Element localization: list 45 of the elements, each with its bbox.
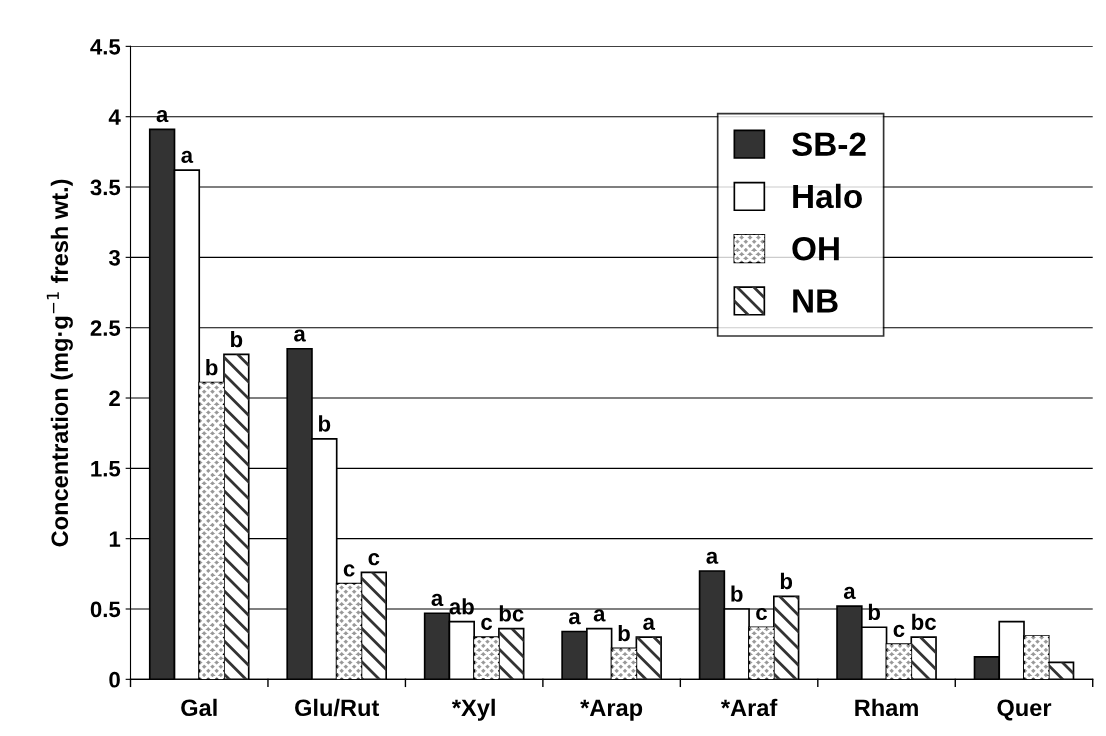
data-label: c: [368, 553, 380, 566]
x-tick-label: *Xyl: [451, 698, 495, 721]
y-tick-label: 1: [109, 531, 121, 547]
data-label: bc: [499, 605, 524, 622]
x-tick-label: Rham: [855, 698, 918, 717]
data-label: b: [731, 585, 743, 602]
y-tick-label: 2: [109, 390, 120, 407]
data-label: b: [780, 572, 793, 590]
data-label: b: [319, 415, 331, 432]
data-label: c: [893, 624, 905, 637]
y-tick-label: 3: [108, 249, 120, 266]
y-tick-label: 1.5: [91, 461, 121, 477]
y-axis-title: Concentration (mg·g$^{−1}$ fresh wt.): [46, 179, 73, 547]
legend-label: NB: [793, 289, 838, 313]
data-label: ab: [449, 598, 474, 615]
legend-label: SB-2: [791, 132, 866, 156]
x-tick-label: Quer: [997, 699, 1052, 721]
data-label: a: [843, 586, 856, 600]
data-label: a: [431, 593, 444, 607]
y-tick-label: 0: [109, 671, 120, 688]
data-label: a: [181, 150, 194, 163]
y-tick-label: 3.5: [90, 179, 121, 196]
data-label: b: [231, 330, 243, 348]
data-label: bc: [912, 613, 936, 630]
data-label: b: [618, 624, 630, 642]
data-label: b: [868, 603, 881, 621]
x-tick-label: *Arap: [580, 699, 643, 721]
y-tick-label: 0.5: [90, 601, 121, 618]
x-tick-label: *Araf: [720, 698, 778, 717]
x-tick-label: Gal: [181, 698, 217, 717]
data-label: c: [481, 617, 493, 630]
data-label: a: [706, 551, 719, 564]
data-label: b: [206, 359, 218, 376]
y-tick-label: 2.5: [90, 320, 121, 336]
data-label: a: [568, 612, 581, 625]
legend-label: Halo: [793, 183, 862, 209]
data-label: a: [294, 329, 306, 342]
data-label: a: [643, 617, 656, 630]
data-label: c: [343, 564, 355, 577]
data-label: a: [593, 609, 606, 622]
y-tick-label: 4: [108, 109, 121, 125]
x-tick-label: Glu/Rut: [295, 698, 380, 717]
legend-label: OH: [792, 236, 839, 261]
data-label: c: [756, 607, 767, 621]
y-tick-label: 4.5: [90, 39, 121, 55]
